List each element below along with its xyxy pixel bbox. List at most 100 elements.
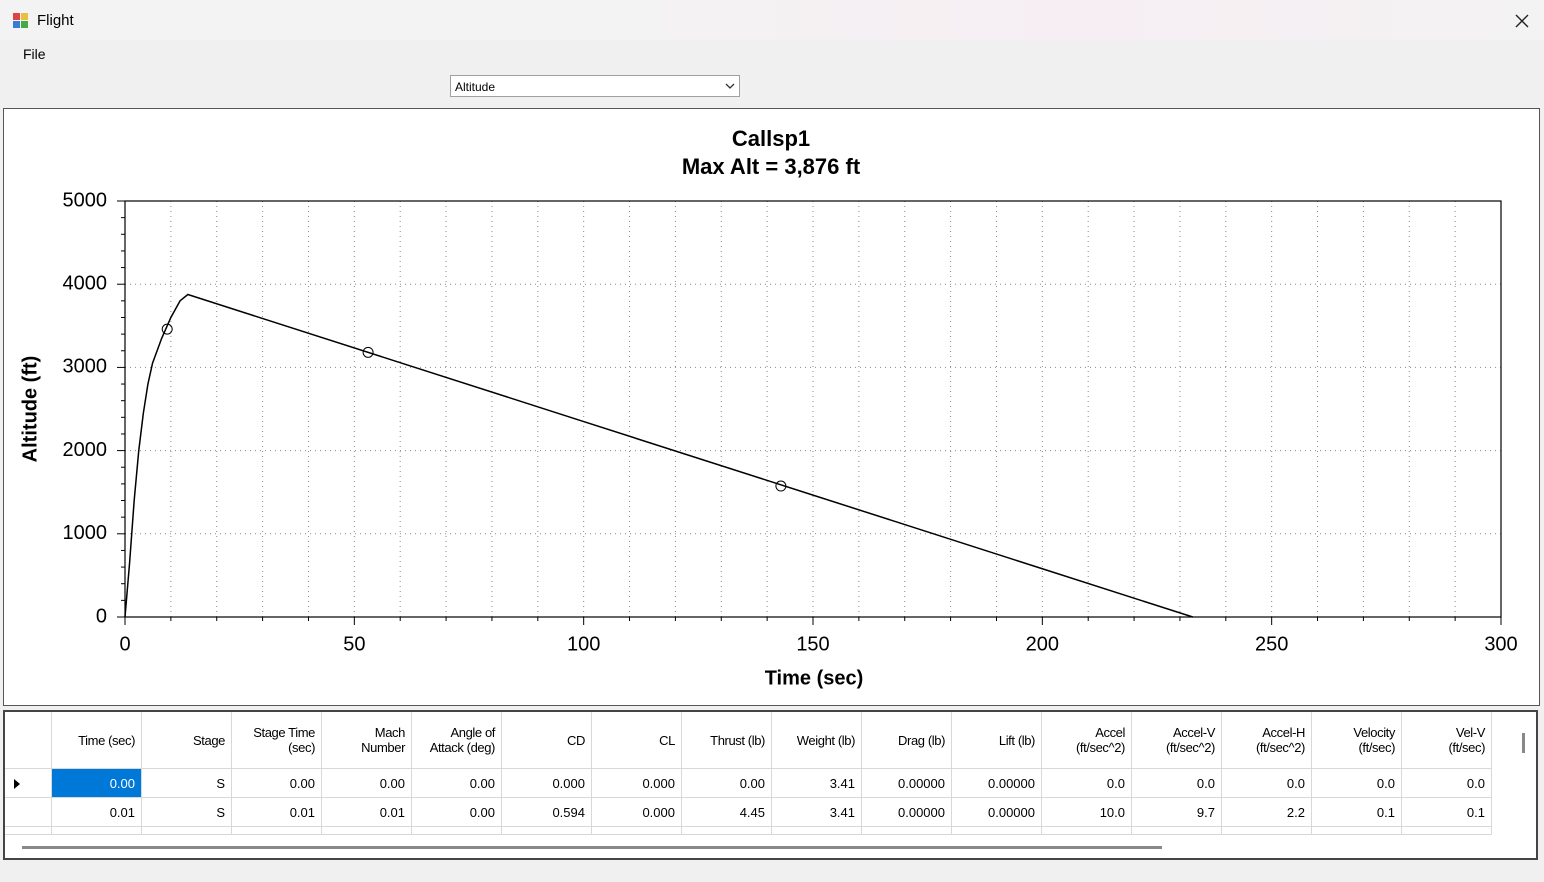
chart-subtitle: Max Alt = 3,876 ft [682,154,861,179]
table-cell-partial [1222,827,1312,835]
table-cell-partial [1042,827,1132,835]
row-header [5,827,52,835]
table-cell[interactable]: 0.1 [1402,798,1492,827]
column-header: Accel-V (ft/sec^2) [1132,712,1222,769]
table-cell-partial [322,827,412,835]
close-button[interactable] [1514,13,1530,29]
title-bar: Flight [0,0,1544,40]
column-header: Velocity (ft/sec) [1312,712,1402,769]
plot-frame [124,200,1502,618]
chart: Callsp1 Max Alt = 3,876 ft Time (sec) Al… [19,126,1517,689]
table-cell[interactable]: S [142,798,232,827]
row-header [5,769,52,798]
table-cell[interactable]: 0.594 [502,798,592,827]
table-cell-partial [142,827,232,835]
x-axis-label: Time (sec) [765,667,864,689]
row-indicator [14,779,20,789]
row-header [5,798,52,827]
x-tick-label: 200 [1026,633,1059,655]
table-cell-partial [952,827,1042,835]
table-cell[interactable]: 0.00 [412,798,502,827]
table-cell-partial [1402,827,1492,835]
table-cell[interactable]: 10.0 [1042,798,1132,827]
table-cell[interactable]: 0.00 [322,769,412,798]
dropdown-value: Altitude [455,80,496,94]
table-cell[interactable]: 0.00 [412,769,502,798]
data-line [124,293,1194,618]
table-cell[interactable]: 0.0 [1312,769,1402,798]
app-icon [13,13,28,28]
x-tick-label: 250 [1255,633,1288,655]
y-tick-label: 0 [96,605,107,627]
table-cell[interactable]: 0.000 [592,769,682,798]
vertical-scrollbar[interactable] [1522,733,1525,753]
data-marker [161,323,173,335]
table-cell[interactable]: 0.00 [52,769,142,798]
menu-item[interactable]: File [23,46,46,62]
data-grid: Time (sec) Stage Stage Time (sec) Mach Numb… [3,710,1538,860]
table-cell[interactable]: 2.2 [1222,798,1312,827]
table-cell[interactable]: 9.7 [1132,798,1222,827]
x-tick-label: 0 [119,633,130,655]
table-cell[interactable]: 0.00000 [862,798,952,827]
table-cell[interactable]: 0.0 [1402,769,1492,798]
table-cell-partial [412,827,502,835]
table-cell[interactable]: 0.0 [1042,769,1132,798]
column-header: Weight (lb) [772,712,862,769]
table-cell[interactable]: 0.000 [592,798,682,827]
table-cell[interactable]: 0.00000 [952,798,1042,827]
table-cell-partial [52,827,142,835]
table-cell[interactable]: 0.00 [232,769,322,798]
table-cell-partial [862,827,952,835]
column-header: Mach Number [322,712,412,769]
table-cell-partial [232,827,322,835]
table-cell[interactable]: 0.01 [232,798,322,827]
table-cell[interactable]: 3.41 [772,798,862,827]
table-cell[interactable]: 0.0 [1222,769,1312,798]
table-cell[interactable]: 3.41 [772,769,862,798]
column-header: Vel-V (ft/sec) [1402,712,1492,769]
table-cell-partial [592,827,682,835]
table-cell[interactable]: 0.000 [502,769,592,798]
column-header: CL [592,712,682,769]
column-header: CD [502,712,592,769]
table-cell-partial [682,827,772,835]
x-tick-label: 150 [796,633,829,655]
x-tick-label: 100 [567,633,600,655]
data-marker [775,480,787,492]
table-cell[interactable]: 4.45 [682,798,772,827]
column-header: Stage Time (sec) [232,712,322,769]
table-cell[interactable]: 0.00000 [952,769,1042,798]
dropdown[interactable]: Altitude [450,75,740,97]
table-cell-partial [772,827,862,835]
data-marker [362,346,374,358]
table-cell-partial [502,827,592,835]
table-cell[interactable]: 0.01 [52,798,142,827]
dropdown-arrow [725,83,735,89]
y-tick-label: 4000 [63,272,108,294]
table-cell[interactable]: 0.00 [682,769,772,798]
chart-panel: Callsp1 Max Alt = 3,876 ft Time (sec) Al… [3,108,1540,706]
column-header: Lift (lb) [952,712,1042,769]
column-header: Angle of Attack (deg) [412,712,502,769]
horizontal-scrollbar[interactable] [22,846,1162,849]
y-tick-label: 5000 [63,189,108,211]
table-cell[interactable]: 0.0 [1132,769,1222,798]
table-cell-partial [1312,827,1402,835]
chart-title: Callsp1 [732,126,810,151]
y-axis-label: Altitude (ft) [19,356,41,463]
column-header: Drag (lb) [862,712,952,769]
table-cell[interactable]: 0.1 [1312,798,1402,827]
table-cell[interactable]: S [142,769,232,798]
x-tick-label: 50 [343,633,365,655]
row-header-corner [5,712,52,769]
y-tick-label: 2000 [63,439,108,461]
y-tick-label: 1000 [63,522,108,544]
window-title: Flight [37,12,74,29]
table-cell[interactable]: 0.00000 [862,769,952,798]
table-cell-partial [1132,827,1222,835]
column-header: Accel-H (ft/sec^2) [1222,712,1312,769]
table-cell[interactable]: 0.01 [322,798,412,827]
menu-bar: File [0,40,1544,68]
